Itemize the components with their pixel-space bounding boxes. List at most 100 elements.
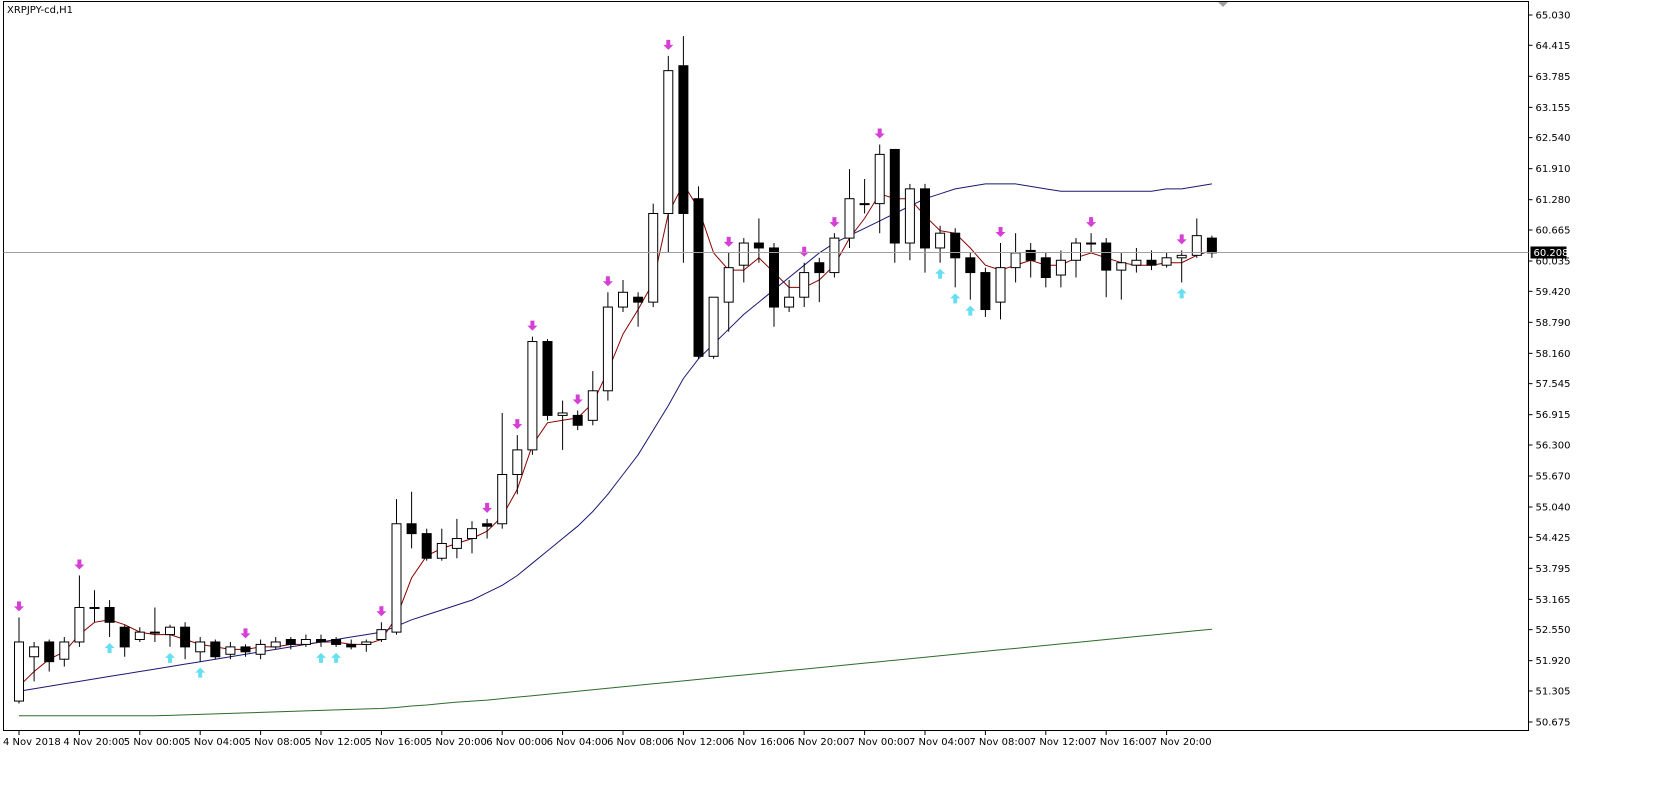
sell-arrow-icon xyxy=(663,39,674,50)
candle xyxy=(1101,238,1112,298)
candle xyxy=(134,627,145,642)
bull-candle-body xyxy=(89,606,100,609)
bull-candle-body xyxy=(708,296,719,357)
y-tick-label: 59.420 xyxy=(1536,287,1571,298)
candle xyxy=(240,644,251,657)
x-tick-label: 7 Nov 08:00 xyxy=(969,737,1030,748)
candle xyxy=(784,279,795,312)
candle xyxy=(708,296,719,359)
bear-candle-body xyxy=(542,341,553,416)
bear-candle-body xyxy=(285,639,296,645)
buy-arrow-icon xyxy=(104,643,115,654)
x-tick-label: 6 Nov 12:00 xyxy=(667,737,728,748)
bull-candle-body xyxy=(361,641,372,645)
bull-candle-body xyxy=(935,232,946,249)
x-tick-label: 5 Nov 16:00 xyxy=(365,737,426,748)
candle xyxy=(557,400,568,450)
candle xyxy=(119,624,130,657)
x-tick-label: 4 Nov 2018 xyxy=(3,737,61,748)
bear-candle-body xyxy=(346,643,357,648)
y-tick-label: 56.915 xyxy=(1536,410,1571,421)
y-tick-label: 55.040 xyxy=(1536,503,1571,514)
sell-arrow-icon xyxy=(995,227,1006,238)
sell-arrow-icon xyxy=(829,217,840,228)
y-tick-label: 55.670 xyxy=(1536,471,1571,482)
candle xyxy=(346,639,357,650)
bear-candle-body xyxy=(1025,249,1036,261)
candle xyxy=(300,634,311,647)
bull-candle-body xyxy=(648,212,659,303)
x-tick-label: 6 Nov 08:00 xyxy=(607,737,668,748)
candle xyxy=(285,637,296,650)
bull-candle-body xyxy=(1131,259,1142,266)
bull-candle-body xyxy=(663,70,674,214)
candle xyxy=(935,225,946,263)
bull-candle-body xyxy=(1116,262,1127,271)
candles-layer xyxy=(14,36,1217,704)
bear-candle-body xyxy=(572,414,583,426)
chart-frame xyxy=(3,1,1529,731)
bull-candle-body xyxy=(784,296,795,308)
candle xyxy=(195,637,206,662)
bear-candle-body xyxy=(331,639,342,645)
bear-candle-body xyxy=(965,257,976,274)
bull-candle-body xyxy=(557,412,568,416)
bear-candle-body xyxy=(814,262,825,274)
candle xyxy=(602,292,613,401)
ma-line-2 xyxy=(18,183,1212,692)
candle xyxy=(1116,252,1127,300)
bear-candle-body xyxy=(769,247,779,308)
buy-arrow-icon xyxy=(1176,288,1187,299)
y-tick-label: 65.030 xyxy=(1536,11,1571,22)
bull-candle-body xyxy=(134,631,145,641)
bear-candle-body xyxy=(1146,259,1157,266)
sell-arrow-icon xyxy=(14,601,24,612)
current-price-label: 60.208 xyxy=(1534,248,1569,259)
sell-arrow-icon xyxy=(723,236,734,247)
bull-candle-body xyxy=(844,198,855,239)
candle xyxy=(859,179,870,214)
bull-candle-body xyxy=(497,474,508,525)
candle xyxy=(814,257,825,303)
candle xyxy=(316,634,326,647)
candle xyxy=(1071,238,1081,278)
candle xyxy=(587,371,598,426)
candle xyxy=(451,518,462,559)
candle xyxy=(633,292,644,327)
bear-candle-body xyxy=(693,198,704,357)
buy-arrow-icon xyxy=(331,652,342,663)
candle xyxy=(1025,243,1036,278)
y-tick-label: 61.910 xyxy=(1536,164,1571,175)
candle xyxy=(255,639,266,660)
sell-arrow-icon xyxy=(527,320,538,331)
candle xyxy=(74,575,85,647)
x-tick-label: 7 Nov 20:00 xyxy=(1151,737,1212,748)
y-tick-label: 58.160 xyxy=(1536,349,1571,360)
candle xyxy=(542,339,553,421)
price-axis: 65.030 64.415 63.785 63.155 62.540 61.910 61.2… xyxy=(1528,11,1571,729)
y-tick-label: 62.540 xyxy=(1536,133,1571,144)
bear-candle-body xyxy=(980,272,991,311)
current-price-marker: 60.208 xyxy=(3,2,1569,259)
y-tick-label: 57.545 xyxy=(1536,379,1571,390)
x-tick-label: 7 Nov 16:00 xyxy=(1090,737,1151,748)
bull-candle-body xyxy=(165,626,175,636)
bull-candle-body xyxy=(1071,242,1081,261)
bull-candle-body xyxy=(723,267,734,303)
bull-candle-body xyxy=(527,341,538,451)
sell-arrow-icon xyxy=(1086,217,1097,228)
y-tick-label: 53.795 xyxy=(1536,564,1571,575)
candle xyxy=(980,267,991,317)
bear-candle-body xyxy=(920,188,930,249)
x-tick-label: 6 Nov 20:00 xyxy=(788,737,849,748)
candle xyxy=(572,410,583,431)
x-tick-label: 7 Nov 00:00 xyxy=(849,737,910,748)
bull-candle-body xyxy=(874,153,885,205)
bull-candle-body xyxy=(255,643,266,655)
bull-candle-body xyxy=(391,523,402,633)
bull-candle-body xyxy=(859,203,870,206)
candle xyxy=(270,637,281,650)
bull-candle-body xyxy=(225,646,236,655)
